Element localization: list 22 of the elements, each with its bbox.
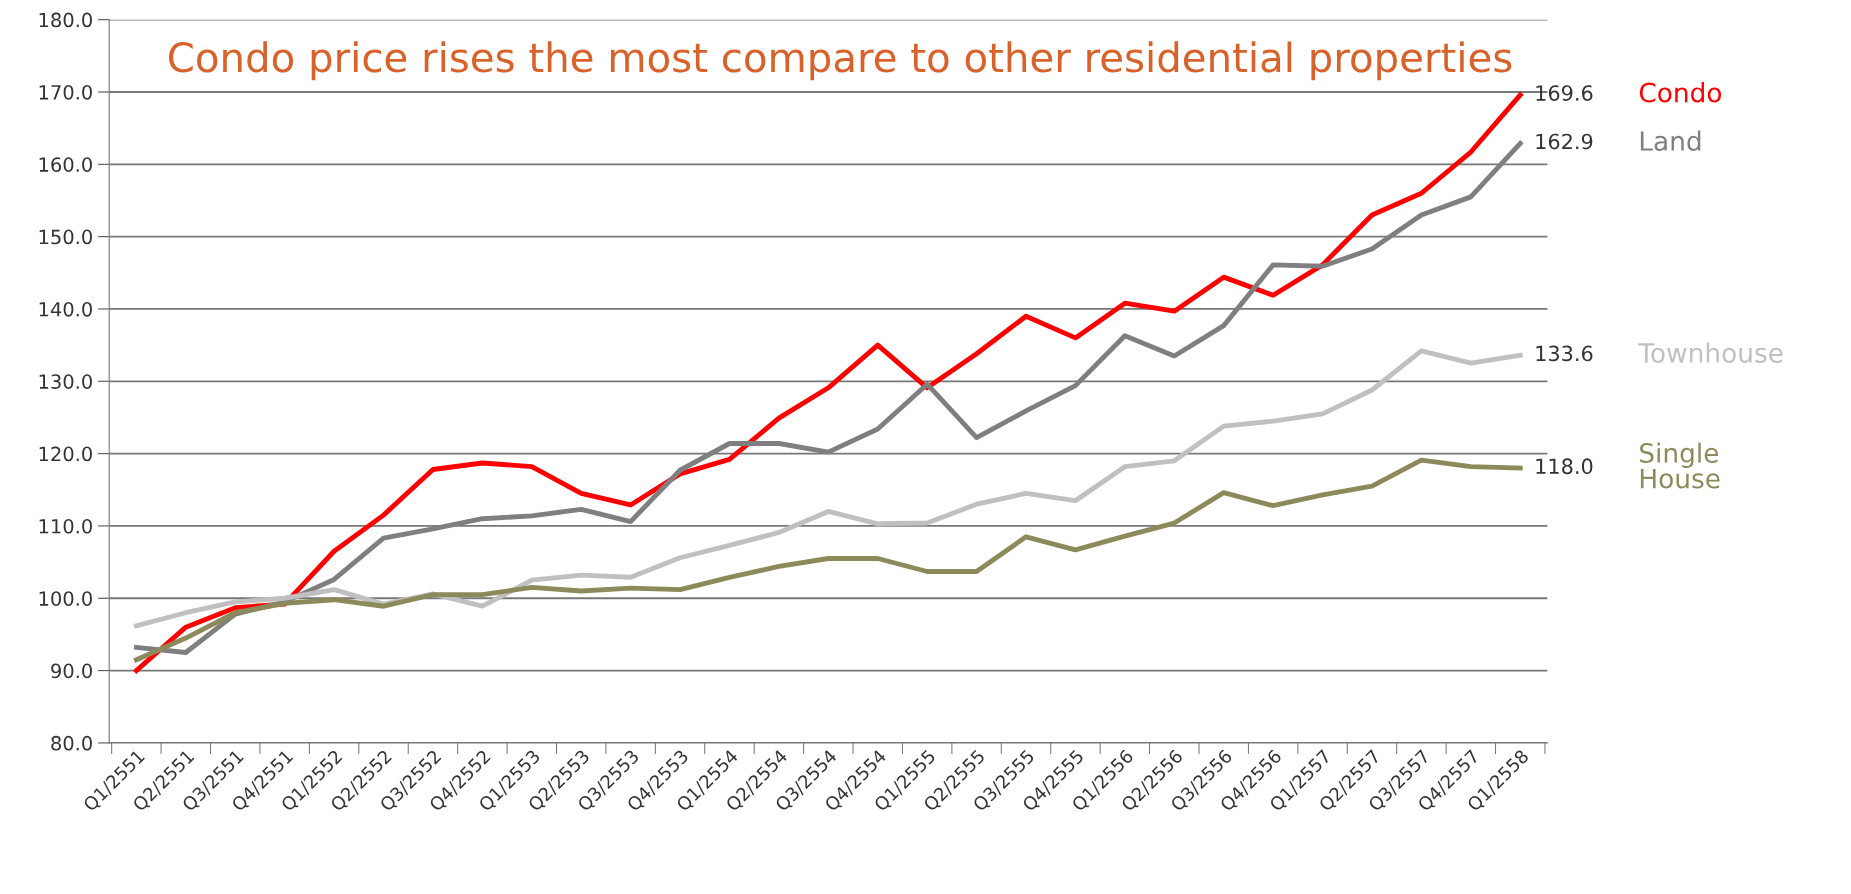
line-series — [133, 457, 1523, 663]
text: Condo — [1639, 82, 1722, 103]
y-tick-label: 140.0 — [39, 301, 92, 317]
data-label: 133.6 — [1536, 345, 1593, 362]
text: Condo price rises the most compare to other residential properties — [169, 41, 1512, 81]
text: Townhouse — [1638, 342, 1783, 363]
y-tick-label: 150.0 — [39, 229, 92, 245]
data-label: 169.6 — [1536, 85, 1593, 101]
y-tick-label: 130.0 — [39, 374, 92, 389]
y-tick-label: 100.0 — [39, 591, 92, 606]
text: Land — [1640, 130, 1701, 151]
y-tick-label: 80.0 — [51, 735, 92, 751]
data-label: 162.9 — [1536, 133, 1593, 150]
y-tick-label: 170.0 — [39, 84, 92, 100]
data-label: 118.0 — [1536, 458, 1593, 475]
y-tick-label: 180.0 — [39, 12, 92, 28]
text: Single House — [1640, 442, 1720, 489]
y-tick-label: 160.0 — [39, 157, 92, 172]
y-tick-label: 110.0 — [39, 518, 92, 534]
y-tick-label: 120.0 — [39, 446, 92, 462]
line-series — [133, 348, 1523, 629]
y-tick-label: 90.0 — [51, 663, 92, 679]
